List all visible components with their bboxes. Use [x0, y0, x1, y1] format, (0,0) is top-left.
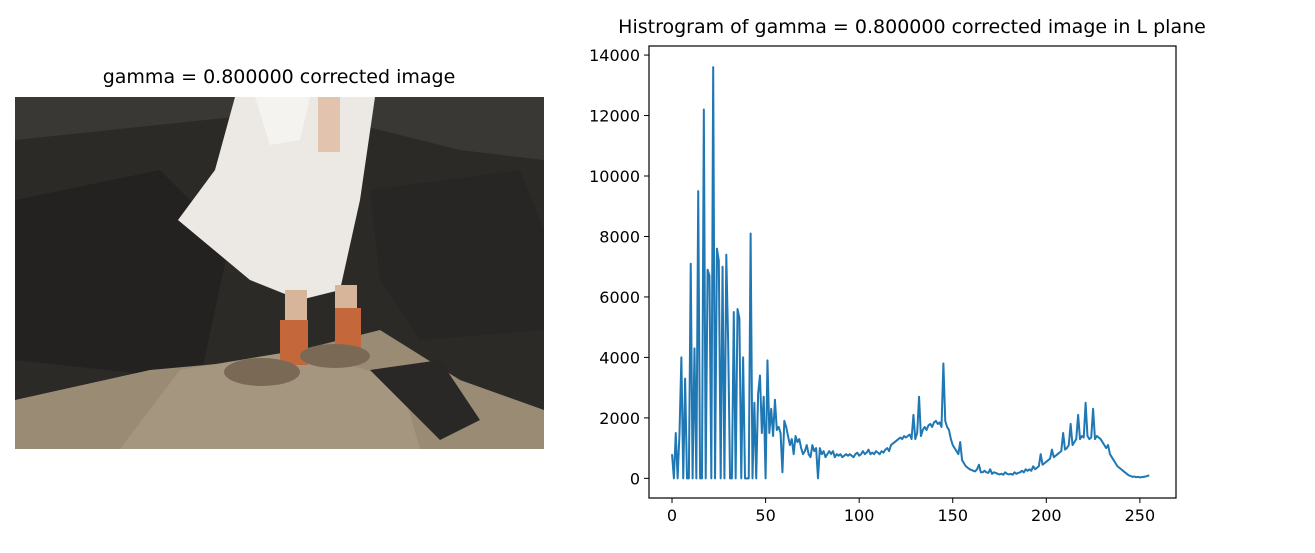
plot-frame	[648, 45, 1177, 499]
chart-title: Histrogram of gamma = 0.800000 corrected…	[618, 16, 1206, 38]
y-tick-label: 4000	[599, 348, 640, 367]
x-tick-label: 200	[1031, 506, 1062, 525]
y-tick-label: 12000	[589, 107, 640, 126]
image-title: gamma = 0.800000 corrected image	[103, 66, 456, 88]
y-tick-label: 8000	[599, 227, 640, 246]
y-tick-label: 10000	[589, 167, 640, 186]
x-tick-label: 50	[755, 506, 775, 525]
histogram-line	[671, 66, 1150, 480]
x-tick-label: 250	[1125, 506, 1156, 525]
x-tick-label: 100	[844, 506, 875, 525]
y-tick-label: 2000	[599, 409, 640, 428]
x-tick-label: 150	[937, 506, 968, 525]
y-tick-label: 0	[630, 469, 640, 488]
y-tick-label: 14000	[589, 46, 640, 65]
x-tick-label: 0	[667, 506, 677, 525]
y-tick-label: 6000	[599, 288, 640, 307]
photo	[15, 97, 544, 449]
